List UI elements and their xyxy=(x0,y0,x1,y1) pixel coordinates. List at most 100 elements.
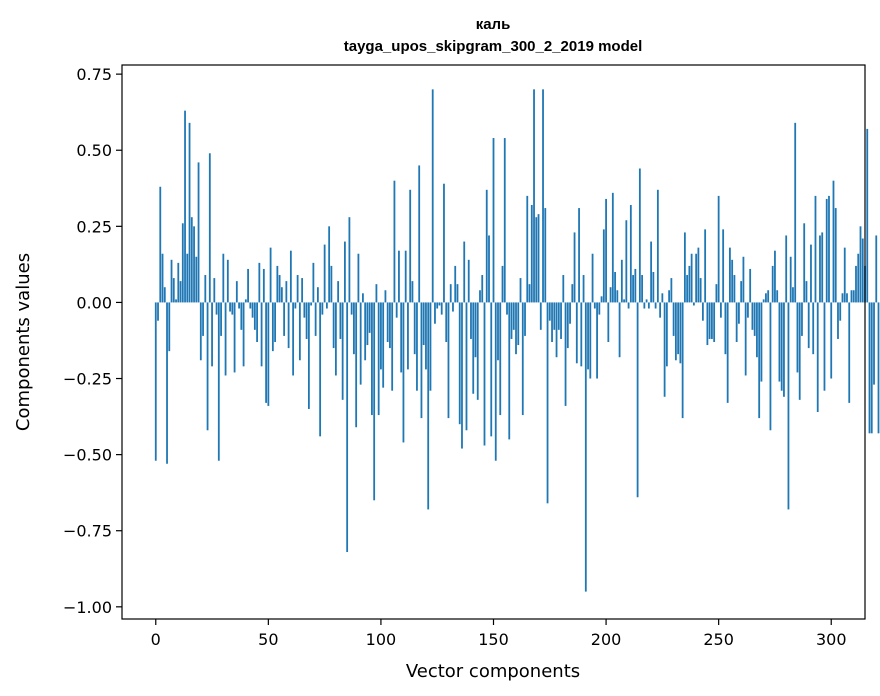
bar-17 xyxy=(193,226,195,303)
bar-287 xyxy=(801,302,803,336)
bar-167 xyxy=(530,205,533,303)
bar-255 xyxy=(729,247,731,303)
bar-262 xyxy=(744,302,747,376)
bar-135 xyxy=(458,302,461,425)
bar-153 xyxy=(499,302,502,416)
bar-173 xyxy=(544,208,547,303)
bar-178 xyxy=(555,302,558,358)
bar-234 xyxy=(681,302,684,419)
bar-198 xyxy=(600,296,603,303)
bar-11 xyxy=(179,281,182,303)
bar-36 xyxy=(235,281,238,303)
bar-202 xyxy=(609,287,612,303)
bar-107 xyxy=(395,302,398,318)
bar-25 xyxy=(211,302,213,367)
x-tick-label: 200 xyxy=(591,630,622,649)
bar-190 xyxy=(582,275,585,303)
bar-257 xyxy=(733,275,736,303)
bar-115 xyxy=(413,302,416,355)
bar-214 xyxy=(636,302,639,498)
bar-125 xyxy=(436,302,439,309)
bar-238 xyxy=(690,253,693,303)
bar-267 xyxy=(756,302,758,358)
bar-233 xyxy=(679,302,682,364)
bar-15 xyxy=(188,122,191,303)
bar-112 xyxy=(407,302,409,370)
bar-126 xyxy=(438,302,441,306)
bar-54 xyxy=(276,265,279,303)
bar-141 xyxy=(472,302,475,394)
bar-10 xyxy=(177,262,180,303)
y-tick-label: 0.25 xyxy=(76,217,112,236)
bar-28 xyxy=(217,302,220,461)
bar-37 xyxy=(238,302,240,309)
bar-91 xyxy=(359,302,362,385)
bar-134 xyxy=(456,284,459,303)
x-axis-ticks: 0 50 100 150 200 250 300 xyxy=(151,619,847,649)
bar-285 xyxy=(796,302,799,373)
bar-206 xyxy=(618,302,621,358)
bar-56 xyxy=(280,287,283,303)
bar-20 xyxy=(199,302,202,361)
bar-59 xyxy=(287,302,290,349)
bar-182 xyxy=(564,302,567,406)
bar-192 xyxy=(587,302,589,370)
bar-310 xyxy=(852,290,855,303)
bar-73 xyxy=(319,302,322,437)
bar-170 xyxy=(537,214,540,303)
bar-289 xyxy=(805,281,808,303)
bar-68 xyxy=(307,302,310,409)
bar-136 xyxy=(461,302,463,449)
bar-280 xyxy=(785,235,788,303)
bar-201 xyxy=(607,302,610,342)
bar-53 xyxy=(274,302,276,342)
bar-176 xyxy=(551,302,553,342)
bar-321 xyxy=(877,302,880,434)
bar-64 xyxy=(298,302,301,361)
bar-114 xyxy=(411,281,414,303)
bar-49 xyxy=(265,302,267,403)
bar-71 xyxy=(314,302,317,336)
bar-223 xyxy=(656,189,659,303)
bar-319 xyxy=(873,302,875,385)
bar-57 xyxy=(283,302,286,336)
bar-189 xyxy=(580,302,583,367)
x-tick-label: 300 xyxy=(816,630,847,649)
bar-163 xyxy=(521,302,524,416)
bar-38 xyxy=(240,302,243,330)
bar-154 xyxy=(501,265,504,303)
bar-117 xyxy=(418,165,421,303)
x-tick-label: 50 xyxy=(258,630,278,649)
bar-297 xyxy=(823,302,826,391)
bar-187 xyxy=(575,302,578,364)
bar-225 xyxy=(661,293,664,303)
bar-304 xyxy=(839,302,842,321)
bar-181 xyxy=(562,275,565,303)
bar-103 xyxy=(386,302,389,342)
bar-175 xyxy=(548,302,551,321)
bar-23 xyxy=(206,302,209,431)
bar-78 xyxy=(330,265,333,303)
bar-series xyxy=(154,89,880,592)
bar-99 xyxy=(377,302,380,416)
bar-209 xyxy=(625,220,628,303)
bar-251 xyxy=(720,302,722,318)
bar-296 xyxy=(821,232,824,303)
bar-228 xyxy=(668,290,671,303)
bar-89 xyxy=(355,302,358,428)
chart-subtitle: tayga_upos_skipgram_300_2_2019 model xyxy=(344,38,643,55)
bar-171 xyxy=(539,302,542,330)
bar-217 xyxy=(643,302,646,309)
bar-158 xyxy=(510,302,513,339)
bar-276 xyxy=(776,290,779,303)
bar-110 xyxy=(402,302,405,443)
bar-292 xyxy=(812,302,815,355)
bar-197 xyxy=(598,302,601,315)
bar-140 xyxy=(470,302,472,339)
bar-179 xyxy=(557,302,560,330)
bar-284 xyxy=(794,122,797,303)
bar-61 xyxy=(292,302,295,376)
bar-33 xyxy=(229,302,231,312)
bar-109 xyxy=(400,302,403,373)
bar-203 xyxy=(611,192,614,303)
